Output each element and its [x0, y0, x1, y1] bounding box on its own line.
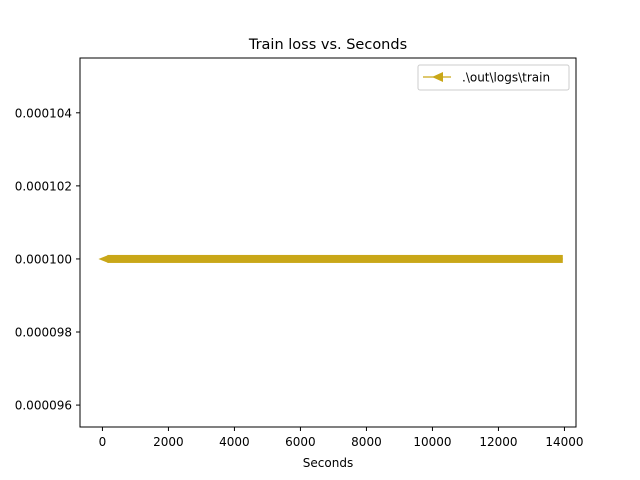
x-tick-label: 12000	[479, 435, 517, 449]
y-tick-label: 0.000096	[15, 399, 72, 413]
chart-title: Train loss vs. Seconds	[248, 37, 407, 53]
y-tick-label: 0.000104	[15, 106, 72, 120]
legend-frame	[417, 64, 570, 91]
series-marker-start	[98, 254, 109, 263]
x-tick-label: 6000	[285, 435, 316, 449]
legend: .\out\logs\train	[417, 64, 570, 91]
x-tick-label: 8000	[351, 435, 382, 449]
plot-frame	[79, 57, 577, 428]
x-tick-label: 2000	[153, 435, 184, 449]
legend-series-label: .\out\logs\train	[462, 71, 550, 85]
y-axis: 0.000096 0.000098 0.000100 0.000102 0.000104	[15, 106, 80, 413]
x-tick-label: 4000	[219, 435, 250, 449]
legend-series-marker	[432, 72, 443, 82]
x-axis-label: Seconds	[303, 456, 353, 470]
x-tick-label: 10000	[413, 435, 451, 449]
x-tick-label: 0	[99, 435, 107, 449]
y-tick-label: 0.000100	[15, 252, 72, 266]
x-axis: 0 2000 4000 6000 8000 10000 12000 14000	[99, 427, 584, 449]
series-0	[98, 254, 563, 263]
y-tick-label: 0.000098	[15, 326, 72, 340]
plot-area	[79, 57, 577, 428]
x-tick-label: 14000	[545, 435, 583, 449]
y-tick-label: 0.000102	[15, 179, 72, 193]
series-marker-band	[107, 254, 563, 263]
series-layer	[98, 254, 563, 263]
